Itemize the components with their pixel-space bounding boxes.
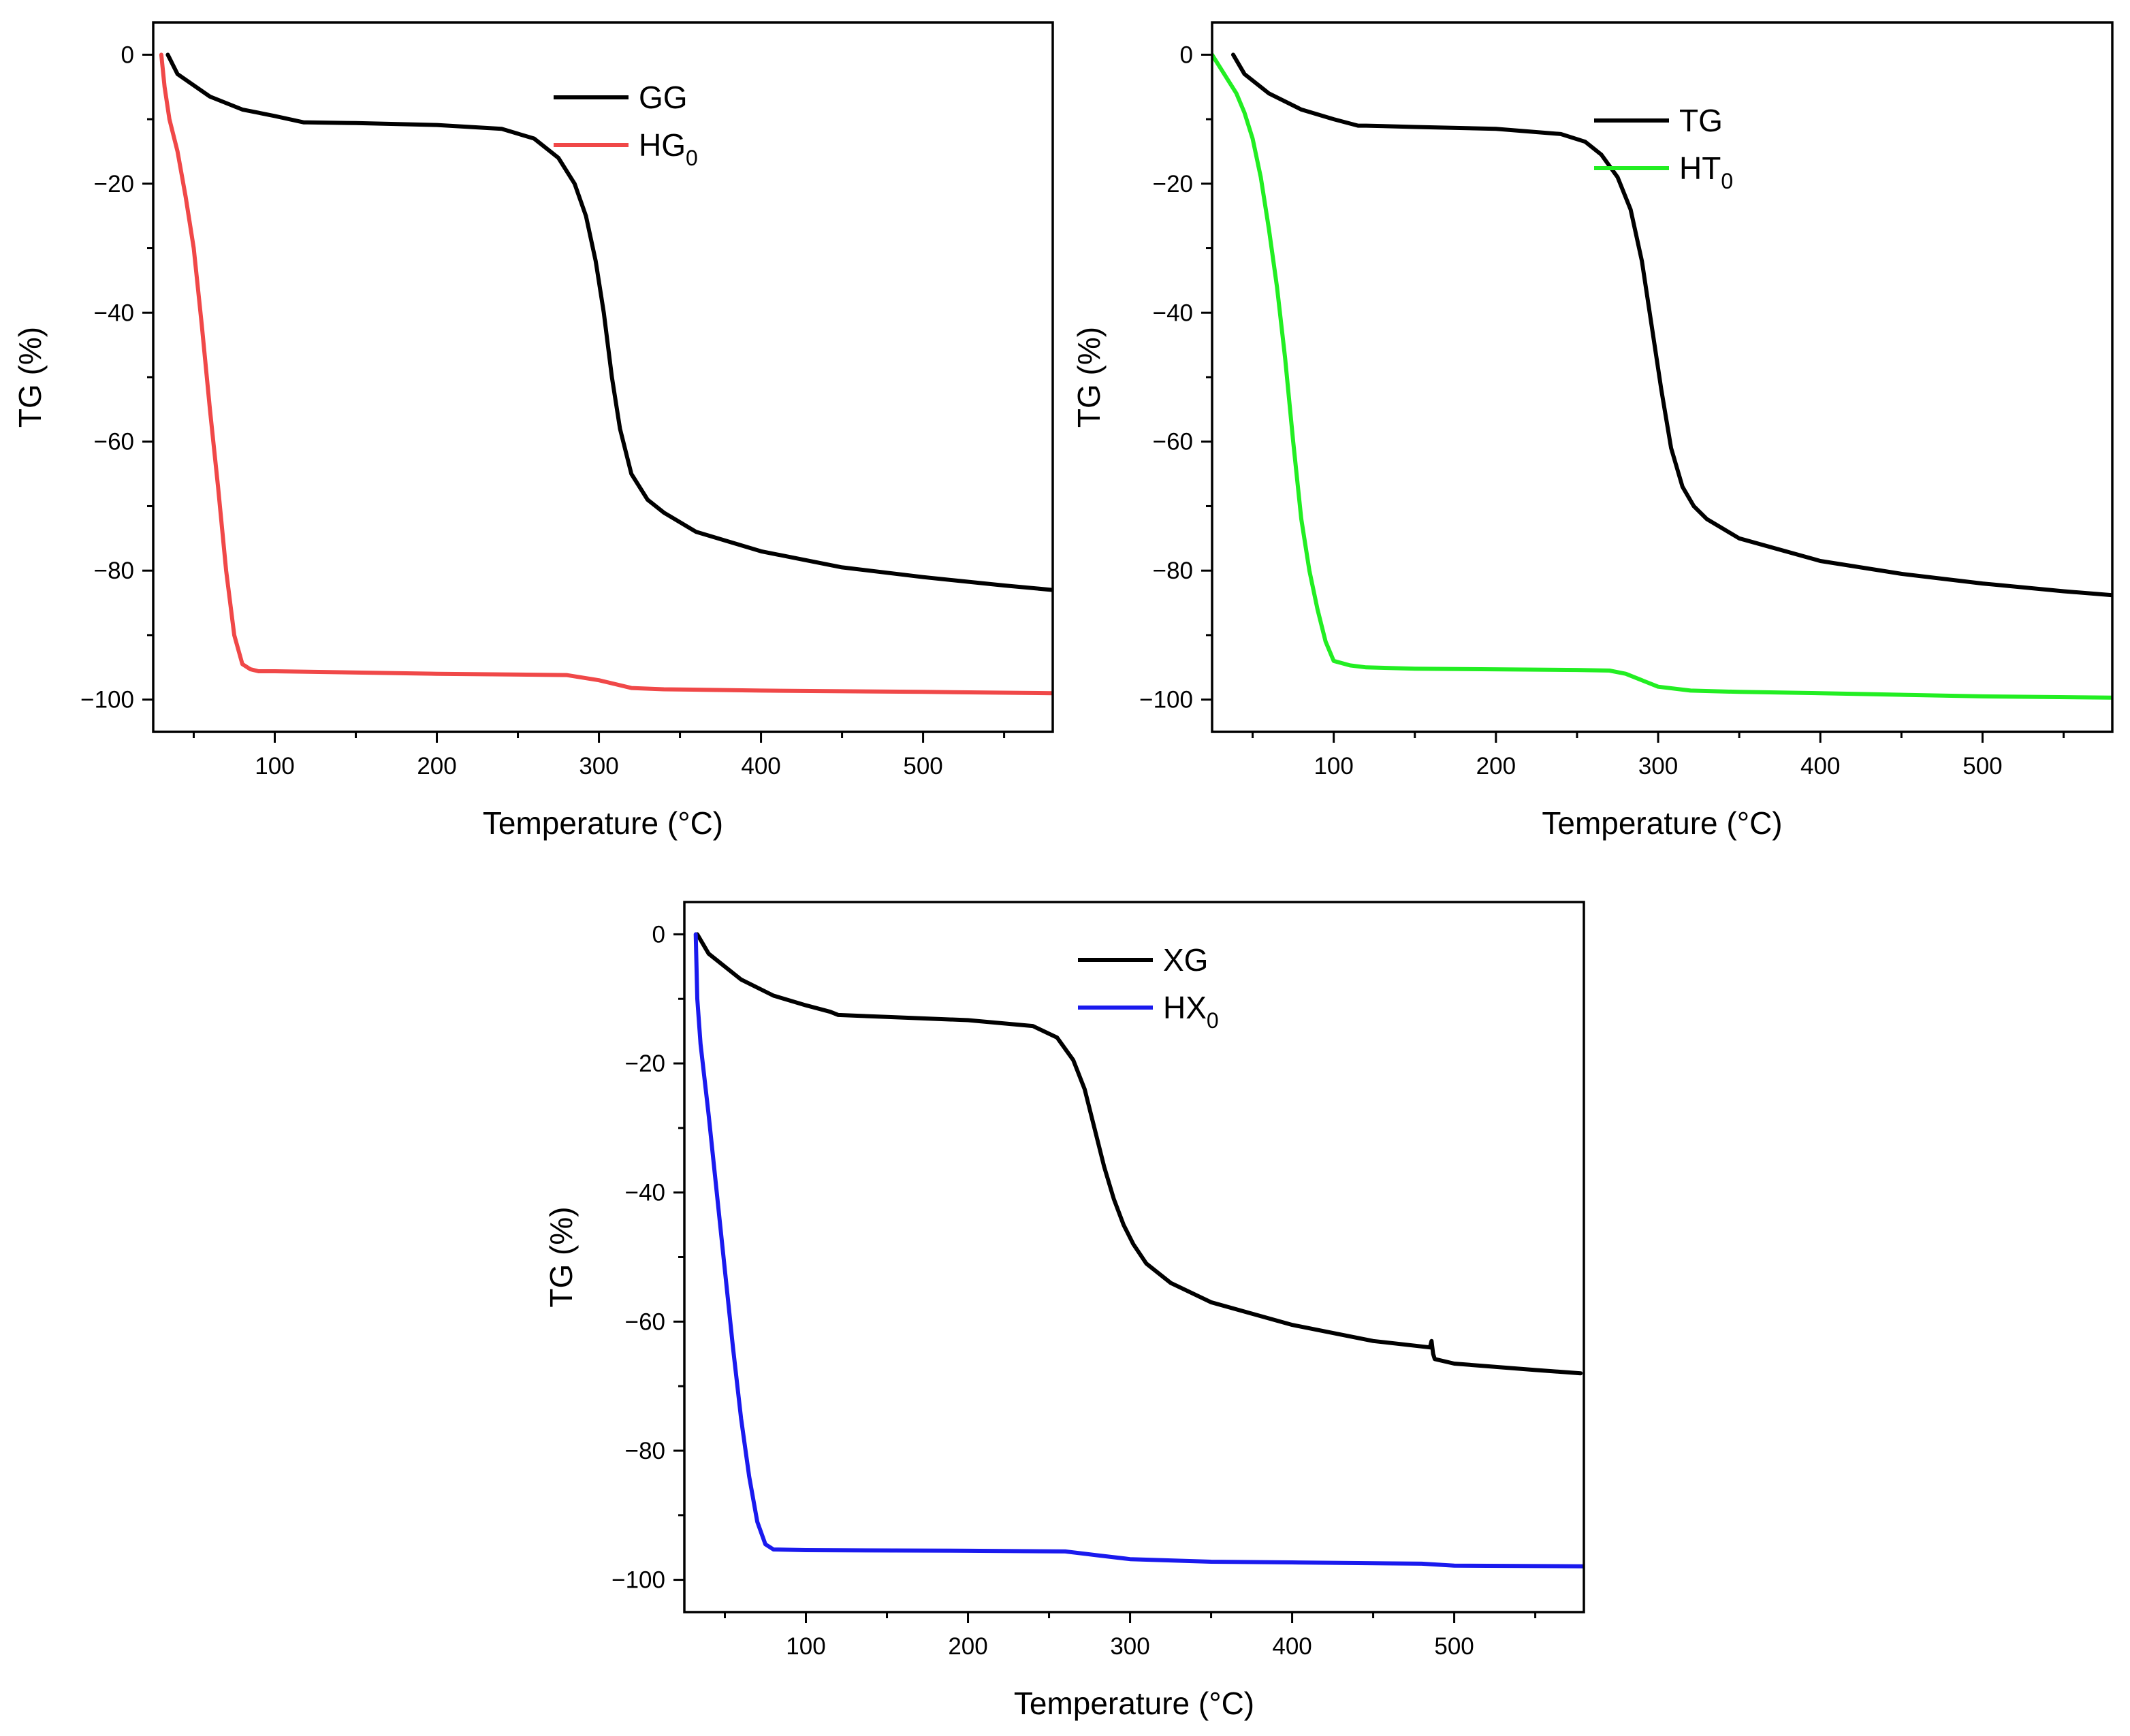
x-tick-label: 100 [1314,753,1353,779]
series-line-tg [1231,52,2112,598]
x-axis-title: Temperature (°C) [483,805,723,841]
plot-frame [1211,21,2114,733]
y-tick-label: −60 [1153,429,1193,455]
x-tick-label: 100 [786,1633,825,1660]
legend-label: XG [1163,942,1208,978]
y-axis-title: TG (%) [12,327,48,428]
panel-xg: 100 200 300 400 500 0 −20 −40 −60 −80 −100 Temperat… [543,901,1585,1721]
x-tick-label: 200 [417,753,456,779]
legend-label: HT0 [1679,150,1733,193]
y-tick-label: −100 [1139,687,1193,713]
x-tick-label: 100 [255,753,294,779]
y-tick-label: 0 [1180,42,1193,68]
legend-label: GG [639,80,688,115]
x-tick-label: 400 [1272,1633,1312,1660]
y-tick-label: −100 [80,687,134,713]
x-tick-label: 500 [1434,1633,1474,1660]
series-line-xg [695,932,1583,1376]
series-line-hg0 [159,52,1053,696]
panel-gg: 100 200 300 400 500 0 −20 −40 −60 −80 −100 Temperat… [12,21,1054,841]
panel-tg: 100 200 300 400 500 0 −20 −40 −60 −80 −100 Temperat… [1071,21,2114,841]
y-tick-label: −80 [94,558,134,584]
x-tick-label: 200 [1476,753,1516,779]
y-tick-label: −100 [611,1567,665,1594]
legend-label: HX0 [1163,990,1219,1033]
legend-label: TG [1679,103,1723,138]
series-line-gg [165,52,1053,592]
x-tick-label: 500 [1962,753,2002,779]
y-tick-label: −80 [625,1438,665,1464]
series-line-hx0 [693,932,1584,1569]
x-tick-label: 300 [579,753,618,779]
y-tick-label: 0 [121,42,134,68]
legend-label: HG0 [639,127,698,170]
x-axis-title: Temperature (°C) [1014,1686,1254,1721]
y-tick-label: −40 [1153,300,1193,326]
series-line-ht0 [1212,52,2112,700]
x-axis-title: Temperature (°C) [1542,805,1782,841]
y-axis-title: TG (%) [543,1206,579,1307]
y-tick-label: −60 [94,429,134,455]
x-tick-label: 400 [741,753,780,779]
plot-frame [152,21,1054,733]
y-tick-label: −60 [625,1308,665,1335]
x-tick-label: 200 [948,1633,987,1660]
y-tick-label: −20 [94,171,134,197]
y-tick-label: −80 [1153,558,1193,584]
y-axis-title: TG (%) [1071,327,1107,428]
y-tick-label: 0 [652,921,665,948]
x-tick-label: 300 [1110,1633,1149,1660]
x-tick-label: 400 [1800,753,1840,779]
x-tick-label: 300 [1638,753,1678,779]
y-tick-label: −20 [625,1050,665,1077]
y-tick-label: −20 [1153,171,1193,197]
y-tick-label: −40 [625,1180,665,1206]
plot-frame [683,901,1585,1613]
y-tick-label: −40 [94,300,134,326]
x-tick-label: 500 [903,753,942,779]
